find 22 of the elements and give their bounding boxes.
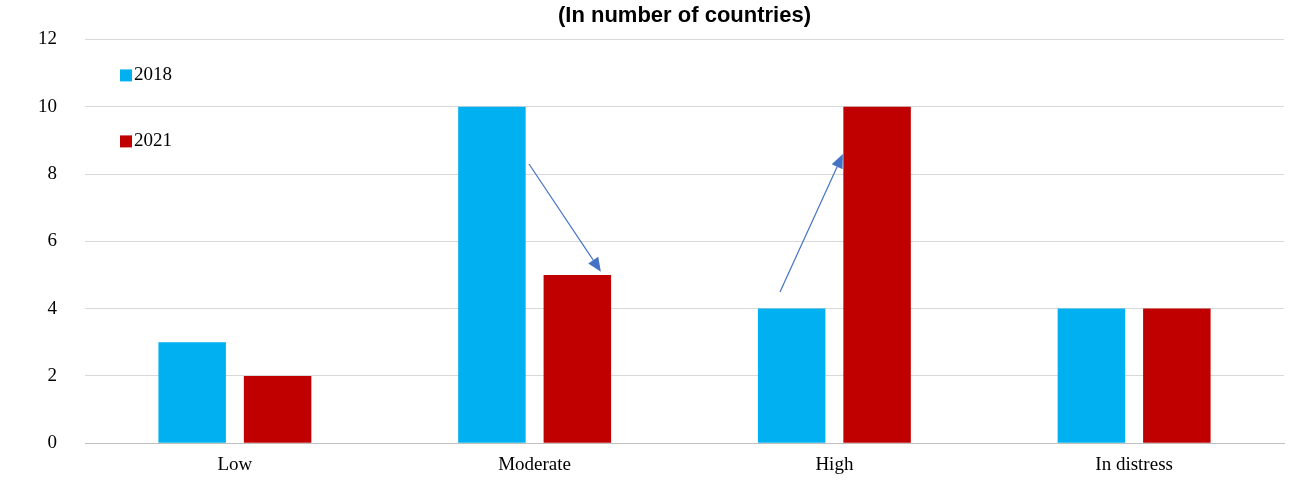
x-tick-label: Moderate: [498, 452, 572, 474]
bar: [1143, 308, 1211, 443]
chart-title: (In number of countries): [558, 2, 811, 28]
y-tick-label: 2: [47, 363, 57, 385]
x-tick-label: Low: [217, 452, 253, 474]
y-tick-label: 0: [47, 431, 57, 453]
bar: [158, 342, 226, 443]
bar: [1057, 308, 1126, 443]
y-tick-label: 8: [47, 161, 57, 183]
y-tick-label: 12: [38, 27, 57, 49]
y-tick-label: 4: [47, 296, 58, 318]
bar: [757, 308, 826, 443]
x-tick-label: In distress: [1095, 452, 1173, 474]
bar: [543, 274, 612, 443]
bar: [843, 106, 911, 443]
bar: [243, 375, 312, 443]
bar: [458, 106, 526, 443]
legend-label: 2021: [134, 129, 172, 151]
y-tick-label: 10: [38, 94, 57, 116]
legend-label: 2018: [134, 63, 172, 85]
y-tick-label: 6: [47, 229, 57, 251]
x-tick-label: High: [815, 452, 854, 474]
